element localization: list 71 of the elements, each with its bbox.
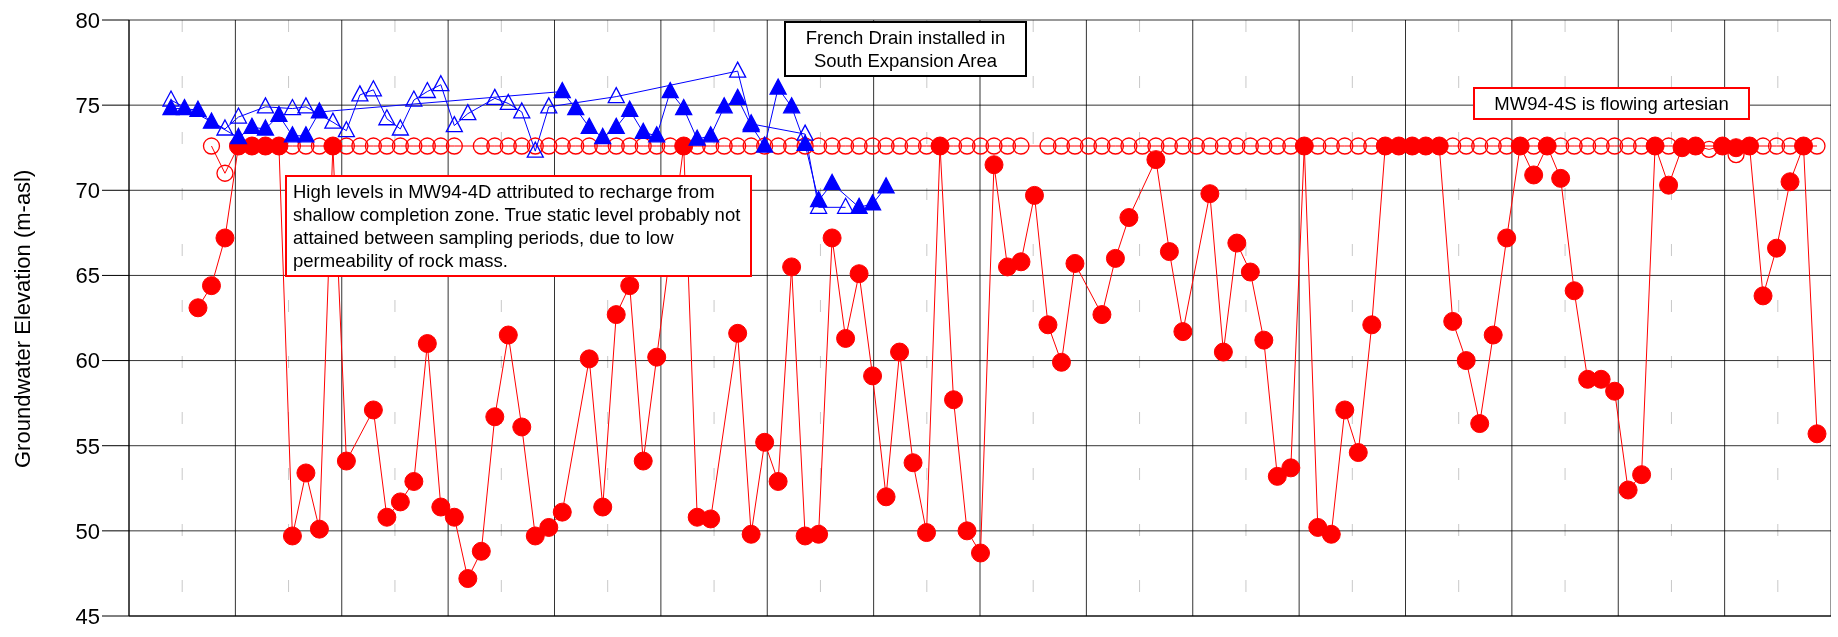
y-tick-label: 50 — [75, 518, 100, 544]
point — [256, 119, 275, 136]
y-tick-label: 80 — [75, 7, 100, 33]
point — [607, 86, 625, 104]
point — [256, 97, 275, 114]
point — [796, 124, 814, 141]
point — [351, 85, 369, 102]
point — [297, 126, 315, 143]
point — [607, 117, 625, 134]
point — [310, 102, 329, 119]
point — [283, 98, 302, 116]
annotation: French Drain installed in South Expansion Area — [784, 21, 1027, 77]
point — [567, 98, 585, 116]
point — [729, 88, 747, 105]
point — [850, 197, 868, 214]
point — [418, 81, 436, 99]
point — [782, 97, 801, 114]
point — [216, 119, 234, 136]
point — [836, 197, 855, 214]
point — [378, 109, 396, 126]
point — [526, 141, 544, 158]
y-tick-label: 65 — [75, 263, 100, 289]
point — [229, 127, 248, 145]
y-axis-title: Groundwater Elevation (m-asl) — [9, 169, 35, 468]
point — [769, 78, 787, 95]
point — [405, 90, 423, 107]
point — [823, 173, 841, 191]
point — [337, 121, 356, 138]
point — [499, 93, 517, 111]
point — [432, 75, 450, 92]
point — [540, 97, 558, 114]
point — [162, 90, 180, 107]
annotation: High levels in MW94-4D attributed to recharge from shallow completion zone. True static level probably not attained between sampling periods, due to low permeability of rock mass. — [285, 175, 752, 277]
point — [675, 98, 693, 116]
point — [594, 127, 612, 145]
y-tick-label: 45 — [75, 603, 100, 629]
point — [283, 126, 302, 143]
point — [391, 119, 410, 136]
point — [580, 117, 598, 134]
point — [661, 81, 679, 99]
point — [877, 177, 895, 194]
point — [162, 98, 180, 116]
point — [702, 126, 720, 143]
point — [688, 129, 706, 146]
point — [459, 104, 477, 121]
point — [729, 61, 747, 78]
point — [863, 194, 882, 211]
point — [634, 122, 652, 140]
point — [297, 97, 315, 114]
point — [445, 115, 463, 133]
point — [553, 81, 571, 99]
point — [486, 88, 504, 105]
point — [270, 105, 288, 123]
y-tick-label: 75 — [75, 92, 100, 118]
point — [621, 100, 639, 117]
point — [175, 98, 194, 116]
point — [324, 112, 342, 129]
point — [513, 102, 531, 119]
point — [202, 112, 221, 129]
y-tick-label: 60 — [75, 348, 100, 374]
point — [189, 100, 207, 117]
y-tick-label: 55 — [75, 433, 100, 459]
point — [229, 107, 248, 124]
point — [715, 97, 733, 114]
y-tick-label: 70 — [75, 178, 100, 204]
point — [809, 190, 828, 208]
annotation: MW94-4S is flowing artesian — [1473, 87, 1750, 120]
point — [364, 80, 383, 97]
point — [796, 134, 814, 151]
point — [648, 126, 666, 143]
point — [243, 117, 261, 134]
